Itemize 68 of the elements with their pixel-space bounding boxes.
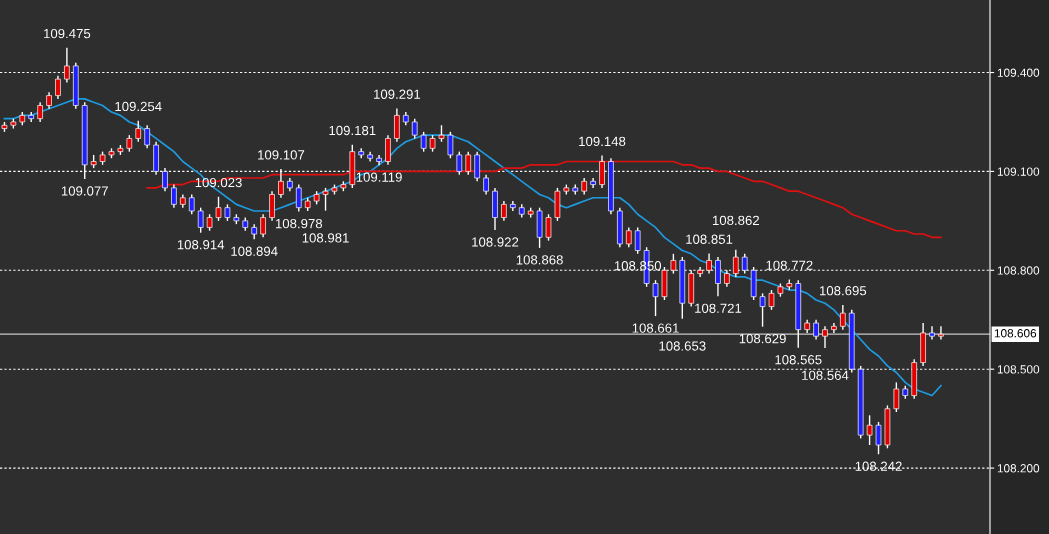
y-tick-label: 109.400 [997, 68, 1040, 77]
annotation: 108.721 [695, 303, 742, 313]
candlestick [171, 183, 177, 209]
candlestick [385, 134, 391, 166]
y-tick-label: 108.500 [997, 365, 1040, 374]
candlestick [938, 325, 944, 341]
annotation: 108.981 [302, 233, 349, 243]
annotation: 108.565 [775, 355, 822, 365]
candlestick [634, 226, 641, 255]
candlestick [813, 319, 819, 341]
candlestick [215, 196, 222, 222]
annotation: 108.242 [855, 461, 902, 471]
candlestick [447, 131, 454, 159]
candlestick [144, 124, 150, 150]
y-tick-label: 108.200 [997, 464, 1040, 473]
annotation: 109.291 [374, 89, 421, 99]
candlestick [483, 174, 489, 196]
candlestick [322, 187, 329, 212]
candlestick [37, 101, 43, 123]
candlestick [394, 107, 400, 143]
candlestick [929, 325, 935, 341]
annotation: 109.107 [258, 150, 305, 160]
annotation: 109.254 [115, 101, 162, 112]
candlestick [465, 150, 472, 176]
annotation: 108.564 [802, 370, 849, 380]
candlestick [197, 206, 204, 234]
candlestick [456, 150, 463, 176]
candlestick [295, 183, 302, 213]
candlestick [474, 150, 480, 182]
y-tick-label: 109.100 [997, 167, 1040, 176]
candlestick [840, 304, 846, 331]
candlestick [55, 75, 61, 100]
annotation: 108.868 [516, 255, 563, 265]
candlestick [501, 200, 507, 222]
candlestick [135, 119, 142, 143]
annotation: 108.978 [275, 218, 323, 229]
annotation: 109.119 [356, 172, 402, 182]
candlestick [759, 292, 766, 328]
annotation: 108.862 [712, 215, 759, 226]
y-tick-label: 108.800 [997, 266, 1040, 275]
ref-line-label: 108.606 [994, 329, 1037, 338]
candlestick [866, 414, 873, 446]
candlestick [260, 213, 266, 239]
candlestick [420, 131, 427, 153]
candlestick [269, 190, 275, 222]
candlestick [188, 193, 195, 215]
candlestick [768, 289, 775, 311]
annotation: 109.475 [44, 28, 91, 39]
annotation: 108.851 [686, 234, 733, 244]
candlestick [652, 279, 659, 317]
annotation: 108.629 [739, 333, 786, 344]
annotation: 108.914 [177, 240, 225, 250]
annotation: 108.922 [472, 237, 519, 247]
line-series [3, 98, 942, 397]
candlestick [625, 226, 632, 248]
candlestick [545, 213, 552, 242]
candlestick [893, 381, 900, 413]
annotation: 108.661 [632, 323, 679, 333]
annotation: 109.077 [61, 186, 108, 196]
annotation: 109.148 [579, 136, 626, 147]
candlestick [822, 325, 828, 349]
annotation: 108.653 [659, 341, 706, 351]
annotation: 109.181 [329, 125, 376, 136]
candlestick [875, 421, 882, 455]
annotation: 108.894 [231, 246, 278, 256]
annotation: 108.772 [766, 260, 813, 270]
annotation: 108.695 [820, 286, 867, 296]
candlestick [411, 117, 418, 140]
